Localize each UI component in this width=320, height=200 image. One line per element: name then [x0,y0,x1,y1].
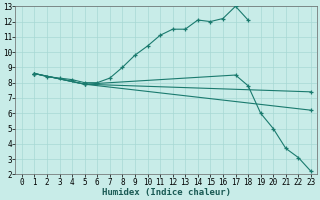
X-axis label: Humidex (Indice chaleur): Humidex (Indice chaleur) [102,188,231,197]
